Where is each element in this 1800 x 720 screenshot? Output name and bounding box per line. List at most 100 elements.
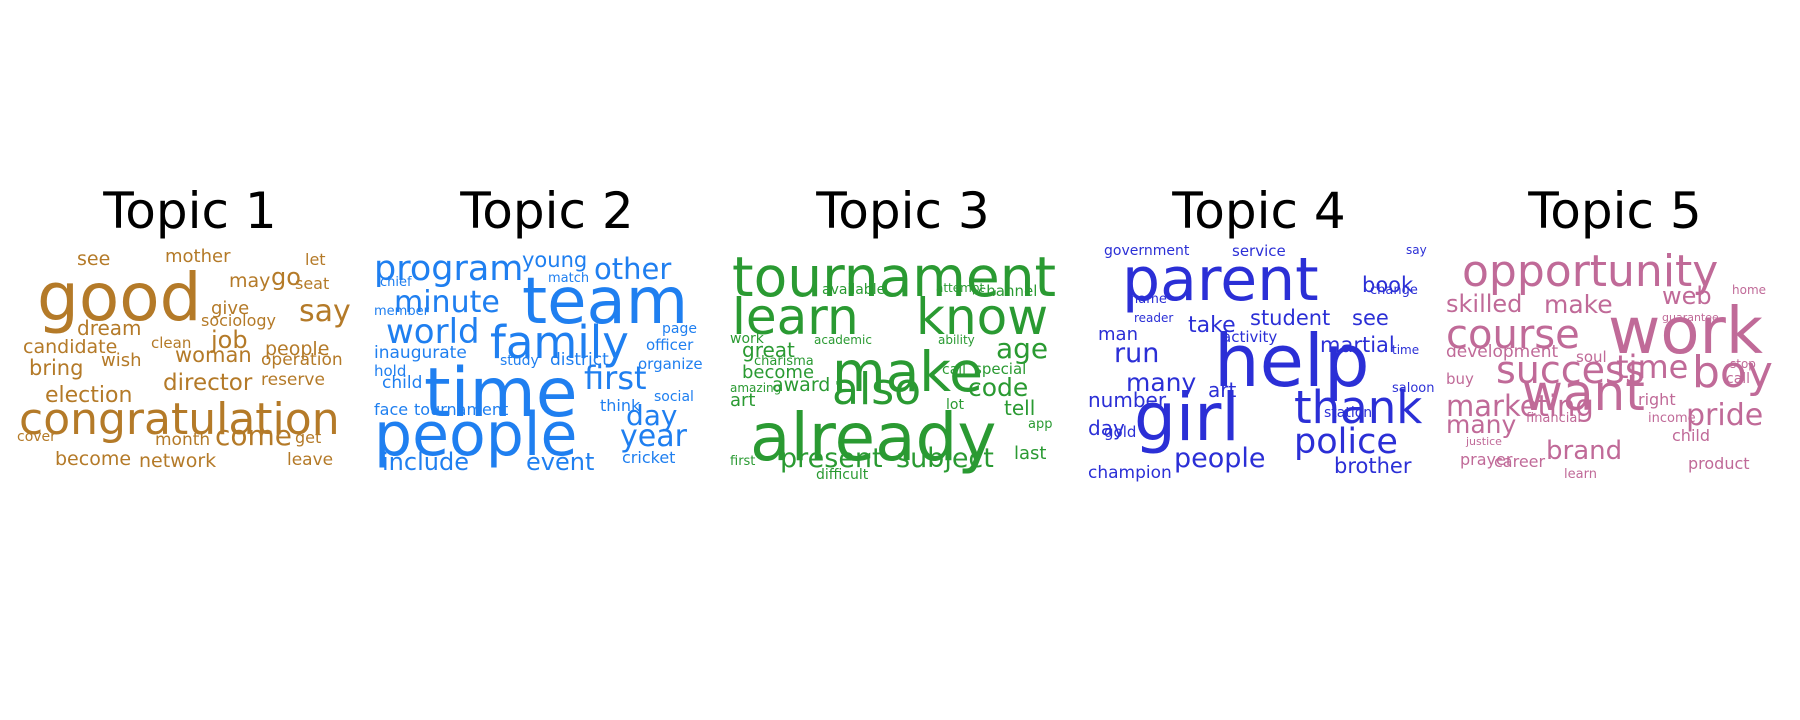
word-student: student (1250, 306, 1331, 330)
word-child: child (1672, 426, 1710, 445)
word-team: team (522, 265, 689, 339)
word-home: home (1732, 283, 1767, 297)
word-district: district (550, 350, 609, 370)
topic-title: Topic 4 (1172, 182, 1346, 240)
topic-title: Topic 5 (1528, 182, 1702, 240)
word-amazing: amazing (730, 381, 782, 395)
word-include: include (382, 448, 469, 476)
word-prayer: prayer (1460, 450, 1513, 469)
word-charisma: charisma (754, 354, 814, 369)
topic-title: Topic 2 (460, 182, 634, 240)
word-parent: parent (1122, 245, 1319, 315)
word-stop: stop (1730, 357, 1756, 371)
word-art: art (730, 390, 756, 411)
topic-panel-1: Topic 1 good congratulation say come job dire… (15, 0, 365, 720)
word-know: know (916, 288, 1049, 346)
word-reserve: reserve (261, 370, 325, 390)
word-cloud: work want opportunity course boy success time p… (1440, 240, 1790, 490)
word-day: day (626, 399, 678, 432)
word-cricket: cricket (622, 448, 676, 467)
word-book: book (1362, 273, 1414, 297)
word-election: election (45, 383, 133, 408)
word-wish: wish (101, 350, 142, 371)
word-sociology: sociology (201, 311, 277, 330)
word-tournament: tournament (414, 400, 509, 419)
word-web: web (1662, 282, 1712, 310)
word-learn: learn (732, 288, 859, 346)
word-special: special (974, 360, 1027, 378)
word-app: app (1028, 417, 1053, 432)
word-work: work (1608, 295, 1763, 369)
word-organize: organize (638, 355, 703, 373)
word-say: say (299, 294, 351, 329)
word-people: people (265, 338, 330, 360)
word-go: go (271, 263, 301, 291)
word-available: available (822, 282, 886, 298)
word-minute: minute (394, 285, 500, 320)
word-service: service (1232, 242, 1286, 260)
topic-title: Topic 1 (103, 182, 277, 240)
word-guarantee: guarantee (1662, 311, 1719, 324)
word-right: right (1638, 390, 1676, 409)
word-brand: brand (1546, 436, 1623, 466)
word-age: age (996, 332, 1049, 365)
word-income: income (1648, 411, 1696, 426)
word-change: change (1370, 283, 1418, 298)
word-come: come (215, 419, 293, 452)
word-brother: brother (1334, 454, 1412, 478)
word-soul: soul (1576, 348, 1607, 366)
word-dream: dream (77, 316, 142, 340)
word-leave: leave (287, 450, 334, 470)
word-award: award (772, 374, 831, 396)
topic-title: Topic 3 (816, 182, 990, 240)
word-event: event (526, 448, 595, 476)
topic-panel-2: Topic 2 time team people family program world… (372, 0, 722, 720)
word-gold: gold (1104, 423, 1137, 441)
word-first: first (730, 454, 756, 469)
word-product: product (1688, 454, 1750, 473)
word-call: call (1726, 371, 1751, 387)
word-hold: hold (374, 362, 407, 380)
word-family: family (490, 316, 629, 369)
word-many: many (1126, 368, 1197, 397)
word-say: say (1406, 243, 1427, 257)
word-people: people (1174, 443, 1266, 474)
word-martial: martial (1320, 333, 1395, 357)
word-skilled: skilled (1446, 290, 1523, 318)
word-young: young (522, 248, 588, 272)
word-government: government (1104, 243, 1190, 259)
word-network: network (139, 450, 217, 472)
word-cloud: already make tournament learn know also age pre… (728, 240, 1078, 490)
word-match: match (548, 271, 590, 286)
word-channel: channel (978, 282, 1038, 300)
word-station: station (1324, 405, 1373, 421)
word-champion: champion (1088, 463, 1172, 483)
word-year: year (620, 419, 687, 454)
word-tell: tell (1004, 396, 1036, 420)
word-month: month (155, 430, 211, 450)
word-name: name (1130, 292, 1167, 307)
word-difficult: difficult (816, 467, 869, 483)
word-present: present (780, 443, 883, 474)
word-cloud: help girl parent thank police people run many ta… (1084, 240, 1435, 490)
word-child: child (382, 373, 423, 393)
word-may: may (229, 270, 271, 292)
word-police: police (1294, 422, 1398, 462)
word-see: see (1352, 306, 1389, 330)
word-lot: lot (946, 397, 964, 413)
word-pride: pride (1686, 398, 1764, 433)
word-congratulation: congratulation (19, 394, 340, 445)
word-time: time (424, 354, 578, 433)
word-candidate: candidate (23, 336, 118, 358)
word-face: face (374, 400, 409, 419)
word-social: social (654, 389, 694, 405)
word-officer: officer (646, 336, 694, 354)
word-want: want (1522, 364, 1645, 422)
word-become: become (55, 448, 132, 470)
word-thank: thank (1294, 381, 1423, 434)
word-justice: justice (1466, 435, 1502, 448)
word-success: success (1496, 348, 1645, 392)
word-other: other (594, 252, 672, 286)
word-clean: clean (151, 334, 192, 352)
word-bring: bring (29, 356, 84, 380)
